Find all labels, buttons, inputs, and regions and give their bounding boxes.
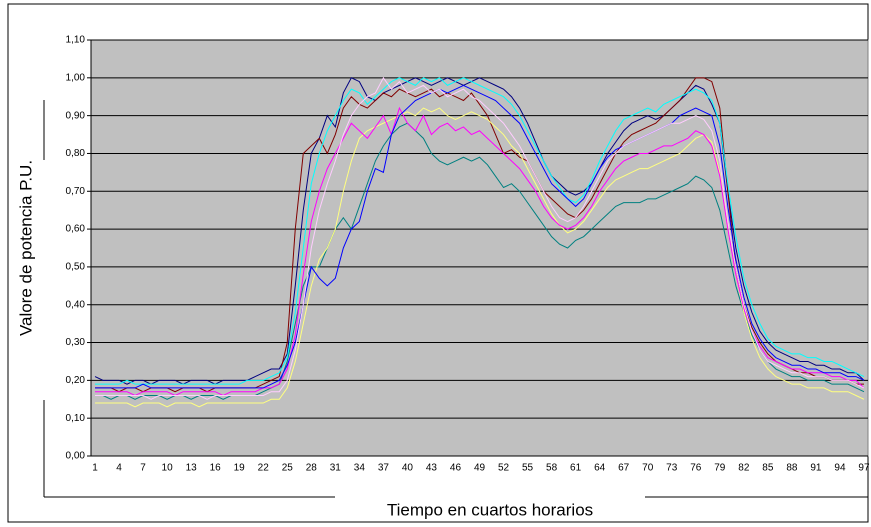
x-axis-title: Tiempo en cuartos horarios [387, 500, 593, 519]
x-tick-label: 70 [642, 463, 654, 474]
x-tick-label: 34 [354, 463, 366, 474]
y-tick-label: 0,60 [66, 224, 86, 235]
y-axis-title: Valore de potencia P.U. [16, 160, 35, 336]
x-tick-label: 43 [426, 463, 438, 474]
x-tick-label: 4 [116, 463, 122, 474]
x-tick-label: 25 [282, 463, 294, 474]
x-tick-label: 97 [858, 463, 870, 474]
y-tick-label: 0,90 [66, 110, 86, 121]
x-tick-label: 85 [762, 463, 774, 474]
x-tick-label: 61 [570, 463, 582, 474]
x-tick-label: 82 [738, 463, 750, 474]
y-tick-label: 0,10 [66, 413, 86, 424]
x-tick-label: 7 [140, 463, 146, 474]
x-tick-label: 67 [618, 463, 630, 474]
x-tick-label: 16 [210, 463, 222, 474]
x-tick-label: 94 [834, 463, 846, 474]
y-tick-label: 1,10 [66, 35, 86, 46]
y-tick-label: 0,50 [66, 262, 86, 273]
y-tick-label: 0,70 [66, 186, 86, 197]
x-tick-label: 37 [378, 463, 390, 474]
y-tick-label: 0,40 [66, 299, 86, 310]
series-line [95, 122, 865, 400]
x-tick-label: 88 [786, 463, 798, 474]
x-tick-label: 10 [162, 463, 174, 474]
x-tick-label: 55 [522, 463, 534, 474]
x-tick-label: 1 [92, 463, 98, 474]
x-tick-label: 91 [810, 463, 822, 474]
x-tick-label: 76 [690, 463, 702, 474]
x-tick-label: 22 [258, 463, 270, 474]
y-tick-label: 0,00 [66, 451, 86, 462]
x-tick-label: 64 [594, 463, 606, 474]
x-tick-label: 19 [234, 463, 246, 474]
series-line [95, 77, 865, 385]
x-tick-label: 52 [498, 463, 510, 474]
x-tick-label: 13 [186, 463, 198, 474]
x-tick-label: 58 [546, 463, 558, 474]
x-tick-label: 46 [450, 463, 462, 474]
x-tick-label: 79 [714, 463, 726, 474]
x-tick-label: 40 [402, 463, 414, 474]
y-tick-label: 0,80 [66, 148, 86, 159]
series-line [94, 77, 865, 385]
series-line [95, 76, 865, 400]
x-tick-label: 31 [330, 463, 342, 474]
x-tick-label: 28 [306, 463, 318, 474]
y-tick-label: 0,20 [66, 375, 86, 386]
x-tick-label: 49 [474, 463, 486, 474]
series-line [95, 84, 865, 389]
plot-area [90, 39, 869, 457]
y-tick-label: 0,30 [66, 337, 86, 348]
y-tick-label: 1,00 [66, 72, 86, 83]
x-tick-label: 73 [666, 463, 678, 474]
